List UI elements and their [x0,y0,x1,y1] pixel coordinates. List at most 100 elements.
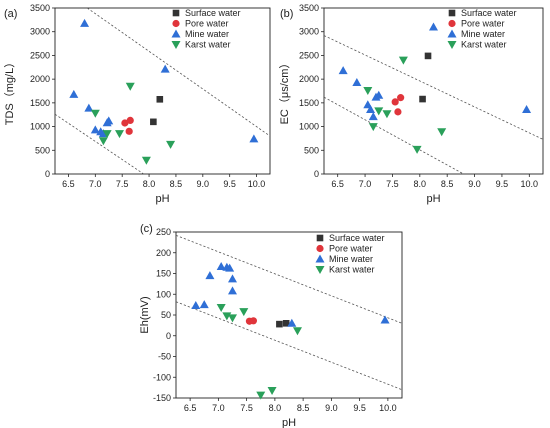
guide-line [87,8,270,137]
data-point [126,116,134,125]
y-tick-label: 2500 [30,50,50,60]
legend-entry: Karst water [329,265,375,275]
data-point [228,314,237,323]
legend-entry: Surface water [329,233,385,243]
legend-entry: Pore water [329,244,373,254]
plot-frame [54,7,271,175]
data-point [391,98,399,106]
data-point [249,317,258,325]
y-tick-label: -150 [153,393,171,403]
y-tick-label: 3000 [299,27,319,37]
data-point [121,119,129,127]
series-surface-water [150,96,164,126]
guide-line [176,301,402,391]
guide-lines [176,234,402,391]
plot-frame [323,7,544,175]
x-tick-label: 8.0 [414,179,427,189]
x-tick-label: 7.0 [212,403,225,413]
x-tick-label: 6.5 [331,179,344,189]
data-point [115,130,124,139]
y-tick-label: 1500 [299,98,319,108]
guide-line [324,96,464,174]
x-tick-label: 9.0 [197,179,210,189]
data-point [374,107,384,116]
legend-marker [171,41,181,49]
data-point [216,261,226,270]
data-point [368,123,378,132]
y-tick-label: 1000 [30,122,50,132]
series-karst-water [363,56,447,154]
legend-entry: Pore water [461,19,505,29]
legend-marker [172,19,180,28]
data-point [225,263,235,272]
y-tick-label: 200 [156,248,171,258]
series-karst-water [216,304,302,400]
series-surface-water [276,320,290,328]
data-point [239,308,249,317]
data-point [352,77,362,86]
data-point [80,18,90,27]
legend-entry: Karst water [461,40,507,50]
x-tick-label: 8.0 [269,403,282,413]
x-axis-label: pH [155,193,169,205]
data-point [429,22,438,31]
legend-marker [316,234,324,242]
data-point [102,130,112,139]
data-point [98,137,108,146]
x-tick-label: 7.0 [359,179,372,189]
data-point [216,304,226,313]
x-tick-label: 9.5 [353,403,366,413]
y-tick-label: 100 [156,289,171,299]
legend-entry: Surface water [461,8,517,18]
panel-a: 6.5 7.0 7.5 8.0 8.5 9.0 9.5 10.0 0 500 1000 1500 200… [3,3,271,205]
y-tick-label: 500 [304,145,319,155]
legend-entry: Karst water [185,40,231,50]
y-axis-label: TDS（mg/L） [3,57,16,125]
y-tick-label: 2000 [30,74,50,84]
x-tick-label: 9.5 [223,179,236,189]
x-tick-label: 7.5 [386,179,399,189]
x-tick-label: 6.5 [62,179,75,189]
x-tick-label: 8.5 [170,179,183,189]
y-tick-label: 250 [156,227,171,237]
legend-marker [447,41,457,49]
data-point [156,96,164,103]
x-tick-label: 8.0 [143,179,156,189]
data-point [419,95,426,103]
legend-marker [315,254,325,263]
y-tick-label: -100 [153,372,171,382]
x-tick-label: 10.0 [379,403,397,413]
x-tick-label: 10.0 [521,179,539,189]
data-point [205,271,215,280]
data-point [287,318,297,327]
data-point [382,110,392,119]
x-tick-label: 6.5 [184,403,197,413]
y-tick-label: -50 [158,352,171,362]
x-tick-label: 7.5 [240,403,253,413]
panel-label: (a) [4,8,17,20]
legend-entry: Mine water [185,29,229,39]
y-axis-label: Eh(mV) [139,296,151,333]
legend-marker [172,9,180,17]
y-tick-label: 2000 [299,74,319,84]
data-point [282,320,290,327]
legend-marker [448,9,456,17]
data-point [397,94,405,102]
data-point [141,156,151,165]
data-point [125,127,133,135]
data-point [150,118,157,126]
legend-entry: Surface water [185,8,241,18]
panel-label: (c) [140,223,153,235]
data-point [398,56,408,65]
series-pore-water [391,94,405,116]
data-point [199,300,209,309]
data-point [249,134,259,143]
panel-label: (b) [280,8,293,20]
x-tick-label: 9.5 [496,179,509,189]
y-tick-label: 1500 [30,98,50,108]
panel-b: 6.5 7.0 7.5 8.0 8.5 9.0 9.5 10.0 0 500 1000 1500 200… [278,3,544,205]
x-tick-label: 7.0 [89,179,102,189]
data-point [522,104,532,113]
